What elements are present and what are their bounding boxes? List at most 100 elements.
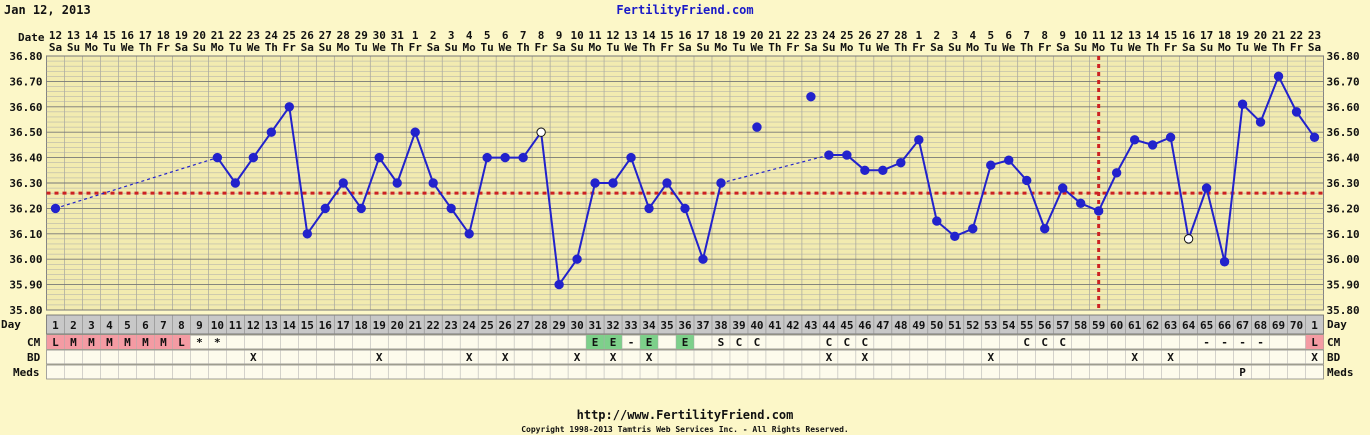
bd-mark: X	[1167, 351, 1174, 364]
temp-point	[716, 178, 726, 188]
date-label: 8	[538, 29, 545, 42]
temp-point	[986, 160, 996, 170]
date-label: 8	[1041, 29, 1048, 42]
date-row-label: Date	[18, 31, 45, 44]
meds-row-label: Meds	[13, 366, 40, 379]
cm-mark: C	[1059, 336, 1066, 349]
weekday-label: Mo	[714, 41, 728, 54]
cm-cell-fill	[604, 335, 623, 349]
temp-segment	[378, 157, 399, 184]
date-label: 3	[448, 29, 455, 42]
temp-point	[806, 91, 816, 102]
y-tick-label-right: 36.00	[1327, 253, 1360, 266]
bd-row-label: BD	[27, 351, 41, 364]
weekday-label: Fr	[1290, 41, 1304, 54]
data-rows: 1 2 3 4 5 6 7 8 9 10 11 12 13 14 15 16 17 18 19 20 21 22 23 24 2…	[46, 314, 1324, 380]
temp-point	[1165, 132, 1176, 142]
weekday-label: Tu	[481, 41, 494, 54]
cycle-day-label: 21	[409, 319, 423, 332]
cycle-day-label: 33	[624, 319, 637, 332]
date-label: 27	[319, 29, 332, 42]
weekday-label: Th	[1020, 41, 1033, 54]
temp-point	[752, 122, 762, 132]
cm-cell-fill	[1305, 335, 1324, 349]
date-label: 12	[49, 29, 62, 42]
bd-mark: X	[826, 351, 833, 364]
cm-mark: L	[1311, 336, 1318, 349]
temp-point	[1147, 140, 1158, 150]
temp-segment	[270, 106, 291, 133]
date-label: 31	[391, 29, 405, 42]
temp-point	[212, 152, 223, 163]
temp-point	[338, 178, 348, 188]
y-tick-label-right: 36.80	[1327, 50, 1360, 63]
temp-point	[1075, 198, 1086, 209]
cm-mark: L	[178, 336, 185, 349]
weekday-label: Tu	[984, 41, 997, 54]
temp-point	[698, 254, 708, 264]
bd-mark: X	[574, 351, 581, 364]
cycle-day-label: 59	[1092, 319, 1105, 332]
cm-cell-fill	[100, 335, 119, 349]
date-label: 18	[1218, 29, 1231, 42]
temp-point	[356, 203, 366, 214]
temp-segment	[342, 182, 363, 209]
weekday-label: Sa	[1056, 41, 1069, 54]
weekday-label: Sa	[301, 41, 314, 54]
weekday-label: Su	[319, 41, 332, 54]
temp-point	[302, 229, 312, 239]
temp-point	[266, 127, 277, 137]
cycle-day-label: 52	[966, 319, 979, 332]
weekday-label: Su	[1200, 41, 1213, 54]
cycle-day-label: 1	[1311, 319, 1318, 332]
date-label: 17	[139, 29, 152, 42]
temp-segment	[450, 207, 470, 235]
date-label: 23	[804, 29, 817, 42]
temp-point	[284, 102, 295, 112]
cycle-day-label: 66	[1218, 319, 1232, 332]
temp-point	[50, 203, 61, 214]
cycle-day-label: 19	[373, 319, 386, 332]
cycle-day-label: 25	[481, 319, 494, 332]
bd-mark: X	[1131, 351, 1138, 364]
date-label: 24	[822, 29, 836, 42]
temp-segment	[1295, 111, 1316, 138]
temp-point	[968, 224, 978, 234]
weekday-label: Mo	[85, 41, 99, 54]
date-label: 25	[283, 29, 296, 42]
temp-segment	[1205, 187, 1226, 262]
weekday-label: Fr	[283, 41, 297, 54]
footer-url[interactable]: http://www.FertilityFriend.com	[576, 408, 794, 422]
weekday-label: Fr	[1164, 41, 1178, 54]
cycle-day-label: 4	[106, 319, 113, 332]
temp-segment	[917, 139, 938, 222]
date-label: 15	[1164, 29, 1177, 42]
y-tick-label: 35.80	[9, 304, 42, 317]
site-title[interactable]: FertilityFriend.com	[616, 3, 754, 17]
cycle-day-label: 69	[1272, 319, 1285, 332]
y-tick-label: 36.30	[9, 177, 42, 190]
cycle-day-label: 57	[1056, 319, 1069, 332]
date-label: 17	[1200, 29, 1213, 42]
temp-point	[1201, 183, 1212, 193]
date-label: 30	[373, 29, 386, 42]
cycle-day-label: 48	[894, 319, 907, 332]
weekday-label: Su	[570, 41, 583, 54]
cm-cell-fill	[118, 335, 137, 349]
date-label: 27	[876, 29, 889, 42]
temp-segment	[666, 182, 686, 209]
temp-point	[1291, 107, 1302, 117]
date-label: 1	[412, 29, 419, 42]
temp-segment	[468, 157, 489, 235]
y-tick-label: 35.90	[9, 279, 42, 292]
temp-segment	[900, 139, 920, 164]
date-label: 19	[1236, 29, 1249, 42]
date-label: 2	[933, 29, 940, 42]
axis-labels: 36.80 36.80 36.70 36.70 36.60 36.60 36.50 36.50…	[9, 29, 1359, 317]
cycle-day-label: 12	[247, 319, 260, 332]
day-row-label: Day	[1, 318, 21, 331]
date-label: 11	[1092, 29, 1106, 42]
cm-cell-fill	[136, 335, 155, 349]
weekday-label: Sa	[427, 41, 440, 54]
cycle-day-label: 34	[642, 319, 656, 332]
